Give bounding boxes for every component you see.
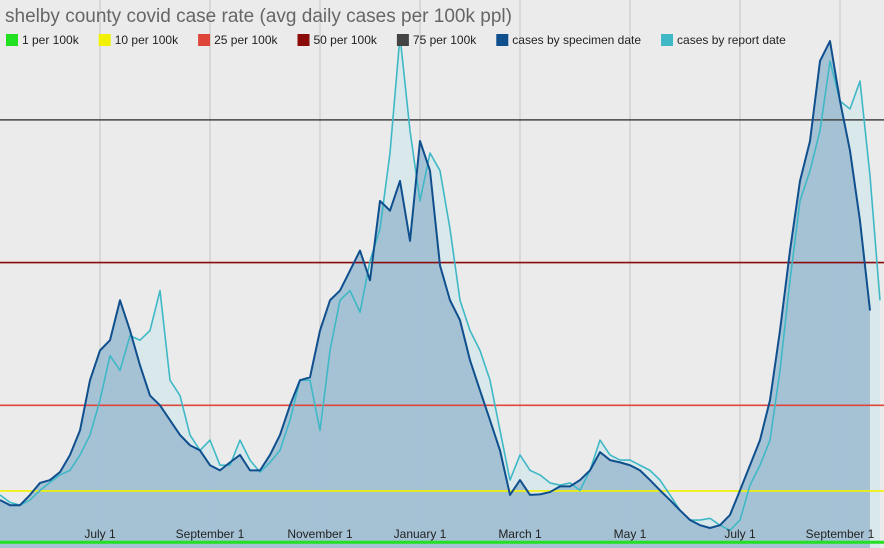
chart-title: shelby county covid case rate (avg daily… (5, 6, 512, 27)
series-line (0, 35, 881, 532)
legend-label: 50 per 100k (314, 33, 378, 47)
x-tick-label: July 1 (84, 527, 116, 541)
x-tick-label: September 1 (806, 527, 875, 541)
legend-label: cases by specimen date (512, 33, 641, 47)
x-tick-label: September 1 (176, 527, 245, 541)
legend-swatch (98, 34, 111, 46)
legend-swatch (496, 34, 509, 46)
legend-label: 25 per 100k (214, 33, 278, 47)
legend-label: 10 per 100k (115, 33, 179, 47)
legend-swatch (297, 34, 310, 46)
x-tick-label: January 1 (394, 527, 447, 541)
series-line (0, 40, 871, 530)
legend-label: 75 per 100k (413, 33, 477, 47)
x-tick-label: May 1 (614, 527, 647, 541)
x-tick-label: March 1 (498, 527, 542, 541)
legend-swatch (396, 34, 409, 46)
area-fill (0, 41, 870, 548)
legend-label: 1 per 100k (22, 33, 80, 47)
legend-label: cases by report date (677, 33, 786, 47)
x-tick-label: November 1 (287, 527, 353, 541)
legend-swatch (6, 34, 18, 46)
x-tick-label: July 1 (724, 527, 756, 541)
legend-swatch (198, 34, 211, 46)
legend-swatch (661, 34, 674, 46)
